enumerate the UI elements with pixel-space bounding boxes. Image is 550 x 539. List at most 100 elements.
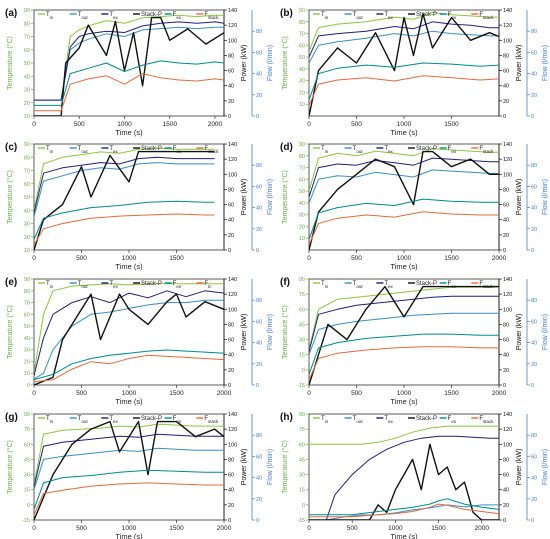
y-axis-label-temp: Temperature (°C): [281, 440, 289, 494]
legend-label: Tex: [109, 416, 118, 424]
y-tick-label-temp: 90: [24, 412, 30, 418]
panel-label: (d): [280, 142, 293, 153]
y-tick-label-power: 120: [228, 23, 237, 29]
y-axis-label-temp: Temperature (°C): [6, 440, 14, 494]
x-tick-label: 2000: [208, 121, 223, 128]
y-tick-label-power: 100: [228, 38, 237, 44]
plot-area: [33, 143, 225, 251]
panel-label: (b): [280, 8, 293, 19]
y-tick-label-power: 80: [228, 457, 234, 463]
y-tick-label-temp: 50: [24, 324, 30, 330]
y-tick-label-temp: 70: [24, 301, 30, 307]
y-tick-label-power: 140: [503, 412, 512, 418]
y-tick-label-temp: 75: [24, 427, 30, 433]
legend-label: Fex: [173, 146, 182, 154]
series-line-stack-p: [309, 443, 499, 520]
series-line-t-out: [309, 169, 499, 204]
y-tick-label-temp: -15: [22, 518, 30, 524]
x-tick-label: 1500: [444, 255, 459, 262]
legend-label: Stack-P: [416, 146, 437, 152]
series-line-t-in: [309, 425, 499, 445]
y-tick-label-temp: 90: [299, 8, 305, 14]
y-tick-label-temp: 45: [299, 322, 305, 328]
panel-label: (c): [5, 142, 17, 153]
x-tick-label: 500: [351, 390, 362, 397]
y-tick-label-power: 140: [228, 412, 237, 418]
series-line-t-out: [34, 447, 224, 490]
y-tick-label-temp: 15: [24, 488, 30, 494]
y-tick-label-power: 100: [503, 307, 512, 313]
y-tick-label-temp: 60: [299, 43, 305, 49]
legend-label: Tout: [353, 281, 364, 289]
y-tick-label-flow: 80: [531, 29, 537, 35]
legend-label: Tin: [321, 281, 329, 289]
series-line-stack-p: [34, 16, 224, 116]
y-tick-label-power: 0: [503, 518, 506, 524]
y-tick-label-temp: 30: [299, 473, 305, 479]
y-tick-label-power: 20: [503, 503, 509, 509]
series-line-f-stack: [34, 482, 224, 515]
y-tick-label-temp: 20: [24, 101, 30, 107]
y-axis-label-flow: Flow (l/min): [542, 314, 549, 350]
y-tick-label-power: 140: [228, 277, 237, 283]
y-tick-label-power: 60: [228, 69, 234, 75]
y-tick-label-temp: 40: [299, 201, 305, 207]
legend-label: Fex: [448, 416, 457, 424]
series-line-f-ex: [34, 349, 224, 381]
plot-area: [308, 143, 500, 251]
y-tick-label-power: 40: [503, 353, 509, 359]
legend-label: Tex: [384, 281, 393, 289]
legend-label: Tout: [353, 12, 364, 20]
x-tick-label: 1500: [169, 390, 184, 397]
x-tick-label: 1000: [122, 390, 137, 397]
y-tick-label-power: 20: [503, 99, 509, 105]
y-tick-label-temp: 60: [24, 48, 30, 54]
y-tick-label-flow: 20: [531, 497, 537, 503]
legend: Tin Tout Tex Stack-P Fex Fstack: [38, 146, 219, 154]
y-tick-label-temp: 60: [299, 442, 305, 448]
y-tick-label-power: 140: [228, 142, 237, 148]
y-axis-label-power: Power (kW): [516, 45, 523, 82]
y-tick-label-flow: 40: [256, 341, 262, 347]
y-tick-label-flow: 0: [256, 518, 259, 524]
y-tick-label-flow: 80: [256, 29, 262, 35]
y-tick-label-flow: 60: [531, 319, 537, 325]
y-tick-label-flow: 20: [256, 497, 262, 503]
x-tick-label: 2000: [492, 255, 507, 262]
y-tick-label-flow: 80: [256, 298, 262, 304]
y-tick-label-power: 120: [503, 427, 512, 433]
y-tick-label-power: 140: [503, 8, 512, 14]
y-tick-label-flow: 40: [531, 206, 537, 212]
y-tick-label-temp: 80: [24, 21, 30, 27]
series-line-t-ex: [309, 157, 499, 198]
y-tick-label-flow: 0: [531, 383, 534, 389]
y-tick-label-power: 80: [228, 187, 234, 193]
y-tick-label-flow: 0: [256, 383, 259, 389]
legend-label: Tin: [46, 146, 54, 154]
x-tick-label: 1000: [397, 255, 412, 262]
legend-label: Tin: [321, 146, 329, 154]
y-tick-label-flow: 20: [531, 93, 537, 99]
y-tick-label-power: 120: [228, 292, 237, 298]
legend-label: Stack-P: [416, 281, 437, 287]
series-line-f-tc: [34, 354, 224, 383]
series-line-t-ex: [34, 21, 224, 101]
y-tick-label-power: 60: [228, 338, 234, 344]
legend-label: Tex: [109, 281, 118, 289]
y-tick-label-temp: 15: [299, 353, 305, 359]
legend-label: Stack-P: [141, 416, 162, 422]
y-tick-label-flow: 20: [256, 362, 262, 368]
y-tick-label-power: 120: [228, 157, 237, 163]
y-tick-label-power: 20: [228, 368, 234, 374]
x-tick-label: 2000: [474, 525, 489, 532]
y-tick-label-flow: 80: [531, 433, 537, 439]
x-axis-label: Time (s): [115, 262, 143, 271]
x-tick-label: 1500: [169, 255, 184, 262]
y-axis-label-temp: Temperature (°C): [281, 36, 289, 90]
y-axis-label-power: Power (kW): [241, 179, 248, 216]
legend-label: Tout: [78, 146, 89, 154]
